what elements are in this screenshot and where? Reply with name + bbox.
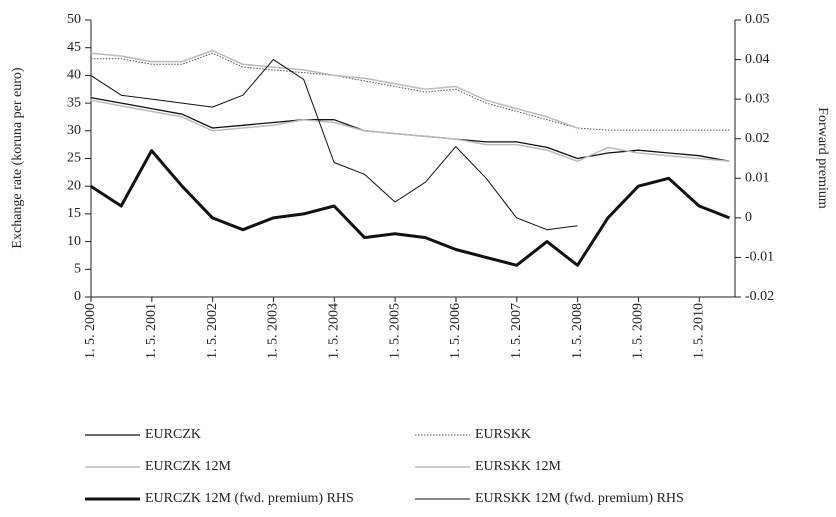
x-tick-label: 1. 5. 2000 [83,303,98,359]
series-line [89,149,731,267]
y-tick-label: 50 [67,12,81,27]
legend-label: EURCZK 12M [145,459,232,474]
y2-tick-label: 0.02 [745,131,770,146]
legend-label: EURCZK [145,427,201,442]
y-tick-label: 30 [67,123,81,138]
y-tick-label: 40 [67,68,81,83]
legend-label: EURSKK [475,427,531,442]
x-tick-label: 1. 5. 2010 [692,303,707,359]
y-tick-label: 15 [67,206,81,221]
x-tick-label: 1. 5. 2001 [144,303,159,359]
y-tick-label: 45 [67,40,81,55]
y2-tick-label: -0.02 [745,289,774,304]
legend-label: EURCZK 12M (fwd. premium) RHS [145,491,354,506]
legend-label: EURSKK 12M (fwd. premium) RHS [475,491,684,506]
x-tick-label: 1. 5. 2003 [266,303,281,359]
y2-tick-label: 0 [745,210,752,225]
y2-axis-title: Forward premium [815,107,830,209]
x-tick-label: 1. 5. 2002 [205,303,220,359]
series-line [90,99,730,163]
x-tick-label: 1. 5. 2005 [387,303,402,359]
series-line [90,52,730,131]
y-tick-label: 10 [67,234,81,249]
series-line [90,49,578,129]
y-tick-label: 25 [67,151,81,166]
y-tick-label: 35 [67,95,81,110]
x-tick-label: 1. 5. 2006 [448,303,463,359]
x-tick-label: 1. 5. 2009 [631,303,646,359]
y2-tick-label: 0.03 [745,91,770,106]
y-tick-label: 5 [74,262,81,277]
y2-tick-label: 0.05 [745,12,770,27]
series-line [90,59,578,231]
x-tick-label: 1. 5. 2007 [509,303,524,359]
x-tick-label: 1. 5. 2008 [570,303,585,359]
x-tick-label: 1. 5. 2004 [327,303,342,359]
y2-tick-label: 0.04 [745,52,770,67]
y2-tick-label: -0.01 [745,250,774,265]
y-tick-label: 20 [67,178,81,193]
y-axis-title: Exchange rate (koruna per euro) [10,67,25,248]
y2-tick-label: 0.01 [745,171,770,186]
y-tick-label: 0 [74,289,81,304]
legend-label: EURSKK 12M [475,459,562,474]
